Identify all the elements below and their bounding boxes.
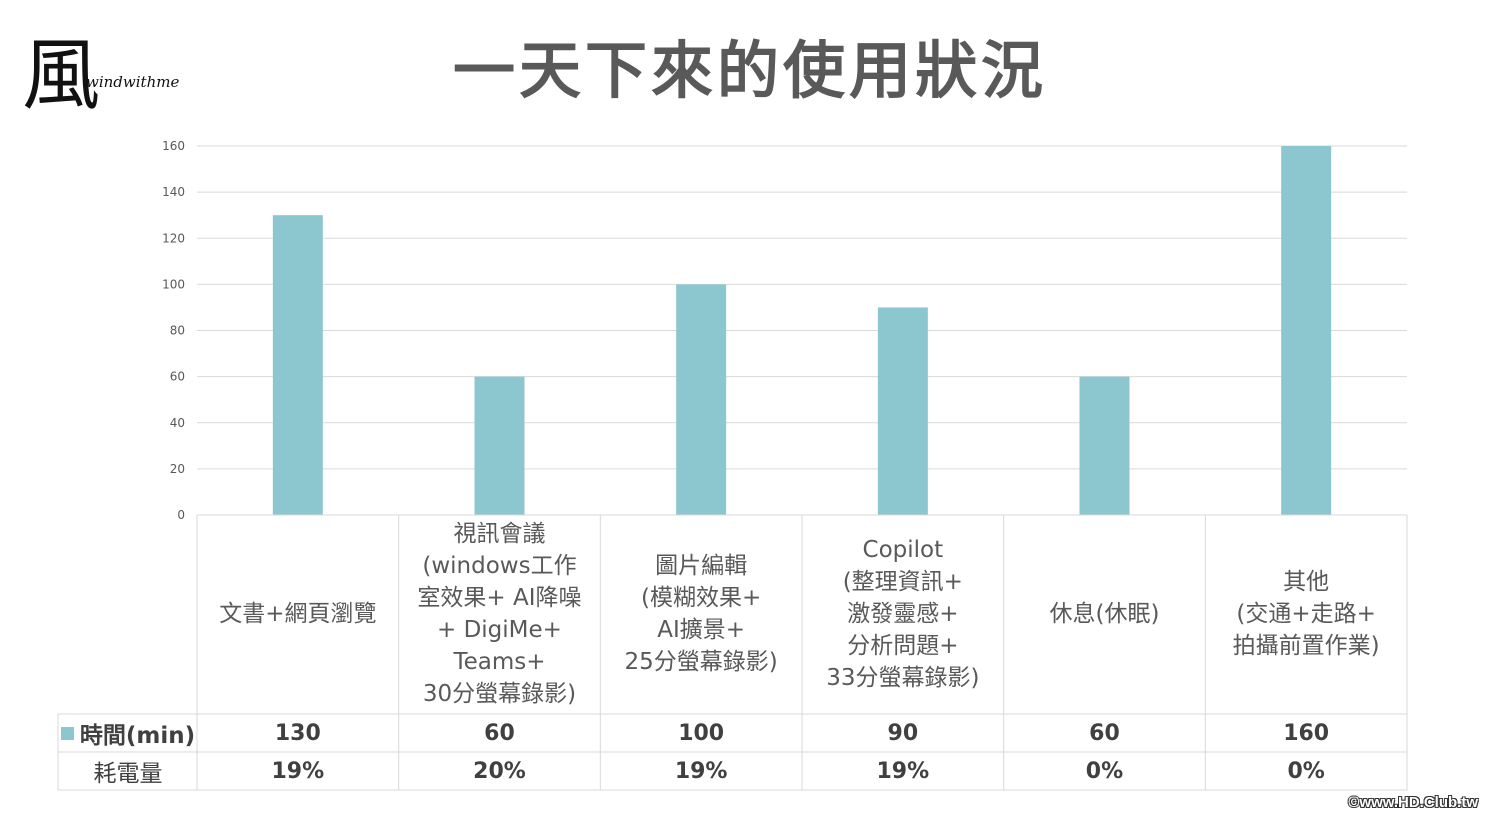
y-axis: 0 20 40 60 80 100 120 140 160 [162,139,185,522]
y-tick-label: 40 [170,416,185,430]
page-title: 一天下來的使用狀況 [452,34,1047,107]
y-tick-label: 140 [162,185,185,199]
y-tick-label: 160 [162,139,185,153]
bar [1079,376,1130,515]
bar [877,307,928,515]
power-value: 19% [876,758,930,784]
bar [676,284,727,515]
bar [1281,146,1332,515]
power-row-label: 耗電量 [93,761,163,787]
data-table-lines [57,514,1408,791]
logo-glyph: 風 [22,31,100,121]
category-label: 其他 (交通+走路+ 拍攝前置作業) [1232,569,1380,659]
bar [474,376,525,515]
category-label: 圖片編輯 (模糊效果+ AI擴景+ 25分螢幕錄影) [624,553,778,675]
chart-grid [197,145,1407,516]
logo-text: windwithme [86,73,179,91]
y-tick-label: 20 [170,462,185,476]
power-value: 20% [473,758,526,784]
y-tick-label: 60 [170,370,185,384]
time-value: 90 [887,720,919,746]
legend-swatch [60,726,74,740]
time-value: 60 [484,720,515,746]
y-tick-label: 80 [170,324,185,338]
time-value: 160 [1283,720,1330,746]
y-tick-label: 0 [177,508,185,522]
bar [272,215,323,515]
power-value: 19% [271,758,325,784]
copyright: ©www.HD.Club.tw [1348,794,1478,811]
time-value: 100 [678,720,725,746]
category-label: Copilot (整理資訊+ 激發靈感+ 分析問題+ 33分螢幕錄影) [826,537,980,691]
category-label: 休息(休眠) [1049,601,1160,627]
time-value: 130 [274,720,321,746]
power-value: 0% [1287,758,1325,784]
y-tick-label: 120 [162,231,185,245]
legend-time: 時間(min) [58,714,198,752]
power-value: 19% [674,758,728,784]
y-tick-label: 100 [162,277,185,291]
bars [272,146,1332,515]
category-label: 文書+網頁瀏覽 [219,601,377,627]
time-value: 60 [1089,720,1120,746]
windwithme-logo: 風 windwithme [22,31,179,121]
category-label: 視訊會議 (windows工作 室效果+ AI降噪 + DigiMe+ Team… [417,521,582,707]
power-value: 0% [1085,758,1124,784]
legend-label: 時間(min) [79,723,196,749]
